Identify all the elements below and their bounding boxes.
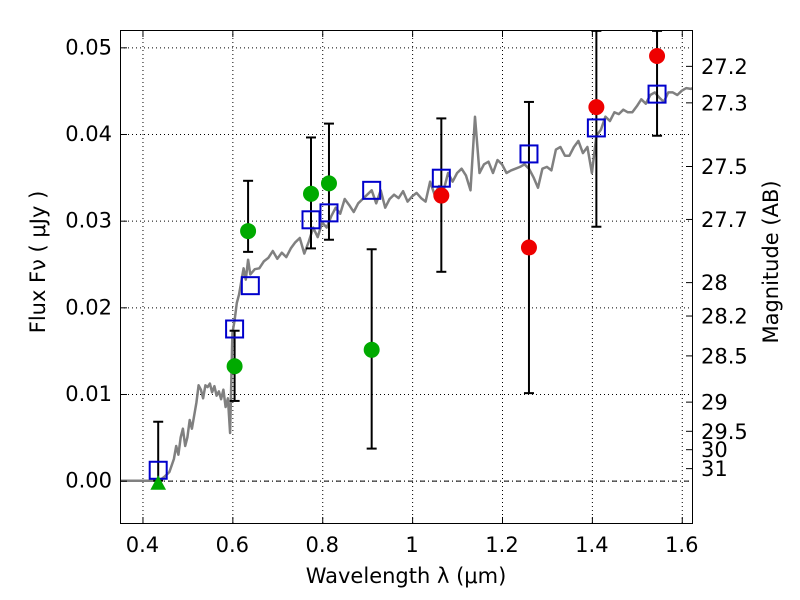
model-photometry-point xyxy=(586,118,606,138)
magnitude-tick-label: 28.5 xyxy=(701,344,748,368)
observed-flux-point xyxy=(588,99,605,116)
magnitude-tick-label: 30 xyxy=(701,438,728,462)
observed-flux-point xyxy=(363,341,380,358)
observed-flux-point xyxy=(520,239,537,256)
y-tick-label: 0.05 xyxy=(65,35,112,59)
y-tick-labels: 0.00 0.01 0.02 0.03 0.04 0.05 xyxy=(65,35,112,492)
model-photometry-point xyxy=(519,144,539,164)
plot-frame xyxy=(120,30,693,524)
upper-limit-point xyxy=(150,475,167,490)
magnitude-tick-label: 28.2 xyxy=(701,305,748,329)
observed-flux-point xyxy=(649,48,666,64)
y-tick-label: 0.04 xyxy=(65,122,112,146)
y-tick-label: 0.01 xyxy=(65,382,112,406)
magnitude-tick-label: 27.2 xyxy=(701,55,748,79)
y-tick-label: 0.02 xyxy=(65,295,112,319)
magnitude-axis-label: Magnitude (AB) xyxy=(759,180,783,343)
magnitude-tick-label: 28 xyxy=(701,271,728,295)
data-markers xyxy=(148,48,667,490)
model-spectrum xyxy=(120,86,693,482)
y-tick-label: 0.03 xyxy=(65,209,112,233)
x-tick-label: 1.6 xyxy=(665,533,698,557)
x-tick-label: 0.6 xyxy=(216,533,249,557)
x-tick-label: 1.4 xyxy=(575,533,608,557)
magnitude-tick-label: 27.3 xyxy=(701,91,748,115)
x-tick-label: 0.4 xyxy=(126,533,159,557)
magnitude-tick-label: 27.5 xyxy=(701,155,748,179)
magnitude-tick-label: 27.7 xyxy=(701,208,748,232)
magnitude-tick-label: 29.5 xyxy=(701,420,748,444)
axis-ticks xyxy=(120,30,693,524)
observed-flux-point xyxy=(226,358,243,375)
model-spectrum-line xyxy=(120,86,693,482)
model-photometry-point xyxy=(225,319,245,339)
observed-flux-point xyxy=(320,175,337,192)
model-photometry-point xyxy=(240,276,260,296)
model-photometry-point xyxy=(431,168,451,188)
magnitude-tick-label: 31 xyxy=(701,457,728,481)
y-tick-label: 0.00 xyxy=(65,469,112,493)
model-photometry-point xyxy=(319,203,339,223)
x-tick-label: 1 xyxy=(405,533,418,557)
x-tick-label: 0.8 xyxy=(306,533,339,557)
magnitude-tick-label: 29 xyxy=(701,391,728,415)
observed-flux-point xyxy=(433,187,450,204)
observed-flux-point xyxy=(303,185,319,202)
x-tick-label: 1.2 xyxy=(485,533,518,557)
x-tick-labels: 0.4 0.6 0.8 1 1.2 1.4 1.6 xyxy=(126,533,699,557)
observed-flux-point xyxy=(240,223,257,240)
model-photometry-point xyxy=(647,84,667,104)
x-axis-label: Wavelength λ (μm) xyxy=(306,564,507,588)
y-axis-label: Flux Fν ( μJy ) xyxy=(26,191,50,334)
model-photometry-point xyxy=(362,180,382,200)
